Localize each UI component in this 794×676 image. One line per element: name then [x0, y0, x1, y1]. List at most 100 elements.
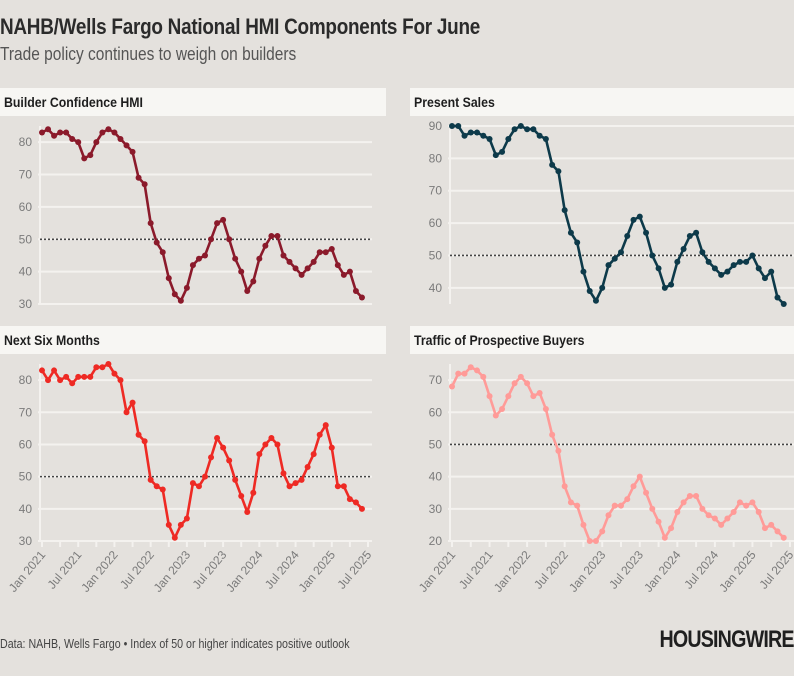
data-point — [599, 528, 606, 535]
panel-header: Traffic of Prospective Buyers — [410, 326, 794, 354]
data-point — [605, 512, 612, 519]
panel-header: Builder Confidence HMI — [0, 88, 386, 116]
data-point — [304, 463, 311, 470]
data-point — [699, 505, 706, 512]
data-point — [711, 265, 718, 272]
data-point — [159, 249, 166, 256]
data-point — [736, 258, 743, 265]
data-point — [280, 470, 287, 477]
data-point — [189, 480, 196, 487]
data-point — [780, 534, 787, 541]
panel-title: Traffic of Prospective Buyers — [414, 332, 585, 348]
data-point — [643, 489, 650, 496]
data-point — [310, 258, 317, 265]
data-point — [123, 142, 130, 149]
data-point — [274, 233, 281, 240]
data-point — [334, 483, 341, 490]
data-point — [147, 220, 154, 227]
data-point — [693, 492, 700, 499]
data-point — [63, 129, 70, 136]
data-point — [340, 483, 347, 490]
data-point — [618, 502, 624, 509]
data-point — [655, 518, 662, 525]
data-point — [467, 364, 474, 371]
panel-next-six-months: Next Six Months 30 40 50 60 70 80 Jan 2021 Jul … — [0, 326, 386, 616]
data-point — [39, 367, 45, 374]
data-point — [699, 249, 706, 256]
data-point — [505, 135, 512, 142]
data-point — [352, 288, 359, 295]
data-point — [618, 249, 624, 256]
data-point — [51, 132, 58, 139]
data-point — [499, 406, 506, 413]
y-tick-label: 70 — [19, 405, 33, 419]
y-tick-label: 60 — [19, 200, 33, 214]
chart-subtitle: Trade policy continues to weigh on build… — [0, 44, 297, 64]
series-line — [40, 362, 363, 540]
data-point — [486, 393, 493, 400]
data-point — [592, 297, 599, 304]
data-point — [455, 123, 462, 129]
data-point — [232, 476, 239, 483]
y-tick-label: 50 — [19, 232, 33, 246]
data-point — [636, 473, 643, 480]
data-point — [129, 148, 136, 155]
y-tick-label: 50 — [19, 470, 33, 484]
data-point — [238, 268, 245, 275]
data-point — [244, 288, 251, 295]
y-tick-label: 60 — [429, 405, 443, 419]
data-point — [171, 534, 178, 541]
data-point — [542, 135, 549, 142]
x-tick-label: Jan 2023 — [151, 548, 194, 595]
data-point — [63, 373, 70, 380]
data-point — [530, 393, 537, 400]
y-tick-label: 20 — [429, 534, 443, 548]
data-point — [304, 265, 311, 272]
data-point — [505, 393, 512, 400]
y-tick-label: 40 — [429, 470, 443, 484]
data-point — [183, 284, 190, 291]
data-point — [542, 406, 549, 413]
data-point — [238, 492, 245, 499]
source-note: Data: NAHB, Wells Fargo • Index of 50 or… — [0, 636, 350, 651]
data-point — [449, 383, 455, 390]
data-point — [474, 129, 481, 136]
data-point — [81, 373, 88, 380]
panel-title: Builder Confidence HMI — [4, 94, 143, 110]
data-point — [768, 521, 775, 528]
data-point — [256, 255, 263, 262]
x-tick-label: Jul 2022 — [531, 548, 571, 592]
data-point — [511, 380, 518, 387]
data-point — [486, 135, 493, 142]
data-point — [117, 135, 124, 142]
data-point — [674, 509, 681, 516]
data-point — [586, 288, 593, 295]
data-point — [536, 389, 543, 396]
data-point — [749, 252, 756, 259]
data-point — [467, 129, 474, 136]
chart-title: NAHB/Wells Fargo National HMI Components… — [0, 14, 481, 39]
data-point — [449, 123, 455, 129]
data-point — [214, 220, 221, 227]
data-point — [147, 476, 154, 483]
data-point — [574, 239, 581, 246]
data-point — [736, 499, 743, 506]
data-point — [358, 294, 365, 301]
data-point — [141, 438, 148, 445]
y-tick-label: 70 — [429, 373, 443, 387]
data-point — [69, 380, 76, 387]
data-point — [524, 380, 531, 387]
y-tick-label: 90 — [429, 119, 443, 133]
data-point — [517, 373, 524, 380]
data-point — [316, 431, 323, 438]
data-point — [93, 139, 100, 146]
data-point — [153, 483, 160, 490]
y-tick-label: 80 — [19, 135, 33, 149]
data-point — [262, 441, 269, 448]
data-point — [599, 284, 606, 291]
line-chart-builder-confidence: 30 40 50 60 70 80 — [19, 126, 372, 311]
data-point — [195, 483, 202, 490]
data-point — [202, 252, 208, 259]
